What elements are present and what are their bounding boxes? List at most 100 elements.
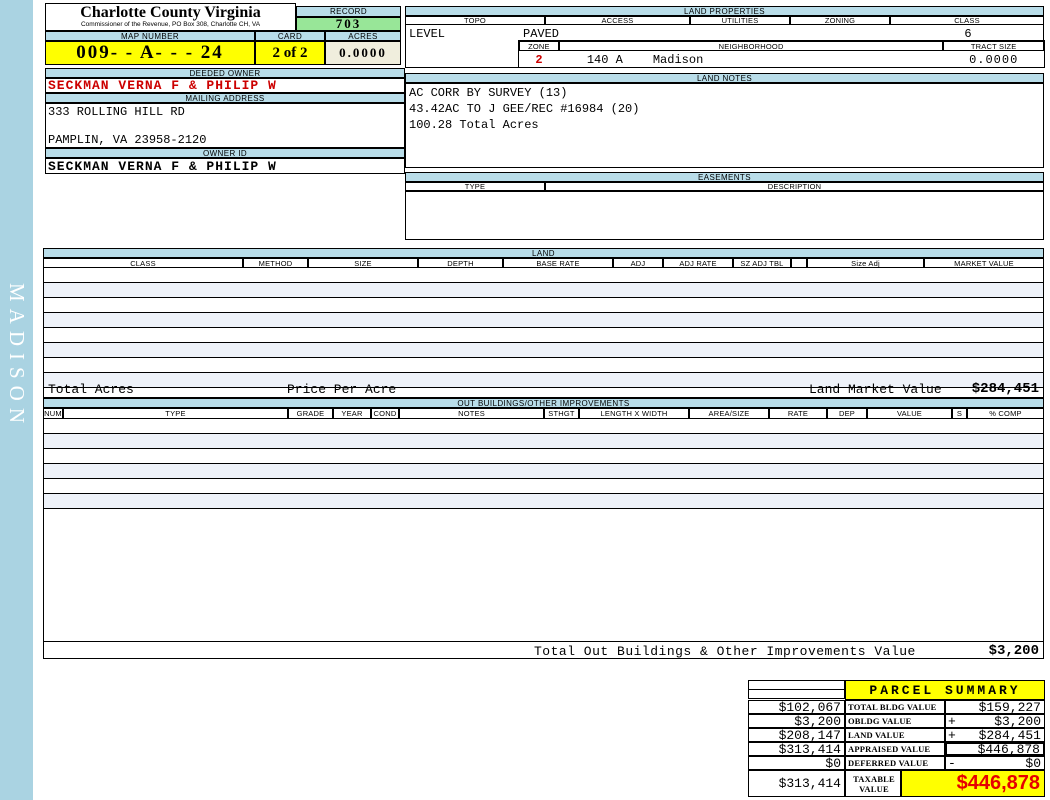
land-empty-row [44,283,1043,298]
address-line-3: PAMPLIN, VA 23958-2120 [48,133,207,147]
address-line-1: 333 ROLLING HILL RD [48,105,185,119]
summary-right-value: $0 [1025,755,1041,771]
land-empty-row [44,328,1043,343]
land-col-base-rate: BASE RATE [503,258,613,268]
land-col-size-adj: Size Adj [807,258,924,268]
ob-col-type: TYPE [63,408,288,419]
summary-left-value: $313,414 [748,742,845,757]
summary-left-value: $102,067 [748,700,845,715]
ob-col-s: S [952,408,967,419]
ob-col-grade: GRADE [288,408,333,419]
easements-header-row: TYPE DESCRIPTION [405,182,1044,191]
access-value: PAVED [523,27,560,41]
land-col-method: METHOD [243,258,308,268]
ob-col-dep: DEP [827,408,867,419]
land-note-line: 100.28 Total Acres [409,118,539,132]
col-class: CLASS [890,16,1044,25]
neighborhood-name: Madison [652,52,704,67]
mailing-address-label: MAILING ADDRESS [45,93,405,103]
map-number-value: 009- - A- - - 24 [45,41,255,65]
sidebar-district-label: MADISON [5,283,29,431]
ob-empty-row [44,419,1043,434]
col-utilities: UTILITIES [690,16,790,25]
ob-col-notes: NOTES [399,408,544,419]
land-col-adj-rate: ADJ RATE [663,258,733,268]
land-market-value-label: Land Market Value [809,382,942,397]
ob-col-year: YEAR [333,408,371,419]
acres-value: 0.0000 [325,41,401,65]
ob-empty-row [44,479,1043,494]
land-section: LAND CLASS METHOD SIZE DEPTH BASE RATE A… [43,248,1044,398]
neighborhood-code: 140 A [586,52,623,67]
sidebar: MADISON [0,0,33,800]
summary-row-appraised: $313,414 APPRAISED VALUE $446,878 [748,742,1045,757]
ob-col-length-width: LENGTH X WIDTH [579,408,689,419]
card-label: CARD [255,31,325,41]
record-value: 703 [296,16,401,31]
land-properties-box: LAND PROPERTIES TOPO ACCESS UTILITIES ZO… [405,6,1045,68]
land-empty-row [44,373,1043,388]
summary-row-taxable: $313,414 TAXABLE VALUE $446,878 [748,770,1045,797]
card-value: 2 of 2 [255,41,325,65]
land-empty-row [44,313,1043,328]
ob-col-num: NUM [43,408,63,419]
land-notes-title: LAND NOTES [405,73,1044,83]
summary-right-cell: - $0 [945,755,1045,771]
easements-title: EASEMENTS [405,172,1044,182]
summary-operator: + [948,727,956,743]
zone-neighborhood-box: ZONE NEIGHBORHOOD TRACT SIZE 2 140 A Mad… [518,40,1045,68]
easement-type-label: TYPE [405,182,545,191]
out-buildings-title: OUT BUILDINGS/OTHER IMPROVEMENTS [43,398,1044,408]
parcel-summary-title: PARCEL SUMMARY [845,680,1045,700]
land-col-adj: ADJ [613,258,663,268]
summary-row-total-bldg: $102,067 TOTAL BLDG VALUE $159,227 [748,699,1045,715]
land-col-class: CLASS [43,258,243,268]
zone-value: 2 [535,52,543,67]
summary-row-deferred: $0 DEFERRED VALUE - $0 [748,755,1045,771]
zone-label: ZONE [519,41,559,51]
ob-col-cond: COND [371,408,399,419]
address-line-2 [48,119,402,133]
easement-description-label: DESCRIPTION [545,182,1044,191]
summary-right-cell: + $284,451 [945,727,1045,743]
summary-left-value: $0 [748,756,845,771]
topo-value: LEVEL [409,27,446,41]
summary-right-value: $3,200 [994,713,1041,729]
summary-left-value: $3,200 [748,714,845,729]
class-value: 6 [964,27,972,41]
tract-size-value: 0.0000 [969,52,1019,67]
map-number-label: MAP NUMBER [45,31,255,41]
county-title: Charlotte County Virginia [80,4,261,21]
summary-row-label: OBLDG VALUE [845,714,945,728]
summary-row-label: TOTAL BLDG VALUE [845,700,945,714]
summary-row-label: APPRAISED VALUE [845,742,945,756]
land-empty-row [44,343,1043,358]
summary-right-cell: + $3,200 [945,713,1045,729]
taxable-value: $446,878 [901,770,1045,797]
land-header-row: CLASS METHOD SIZE DEPTH BASE RATE ADJ AD… [43,258,1044,268]
owner-id-label: OWNER ID [45,148,405,158]
price-per-acre-label: Price Per Acre [287,382,397,397]
summary-row-label: DEFERRED VALUE [845,756,945,770]
mailing-address-box: 333 ROLLING HILL RD PAMPLIN, VA 23958-21… [45,103,405,148]
county-header-box: Charlotte County Virginia Commissioner o… [45,3,296,31]
land-totals-row: Total Acres Price Per Acre Land Market V… [44,380,1043,397]
ob-empty-row [44,464,1043,479]
land-properties-title: LAND PROPERTIES [405,6,1044,16]
summary-right-cell: $159,227 [945,699,1045,715]
summary-empty-cell [748,689,845,699]
summary-row-obldg: $3,200 OBLDG VALUE + $3,200 [748,713,1045,729]
out-buildings-total-label: Total Out Buildings & Other Improvements… [534,644,916,659]
total-acres-label: Total Acres [48,382,134,397]
ob-empty-row [44,434,1043,449]
taxable-left-value: $313,414 [748,770,845,797]
ob-col-value: VALUE [867,408,952,419]
ob-col-area-size: AREA/SIZE [689,408,769,419]
easements-body [405,191,1044,240]
summary-right-value: $159,227 [978,699,1041,715]
out-buildings-empty-rows [44,419,1043,509]
land-empty-row [44,268,1043,283]
commissioner-subtitle: Commissioner of the Revenue, PO Box 308,… [80,21,261,28]
land-empty-row [44,298,1043,313]
